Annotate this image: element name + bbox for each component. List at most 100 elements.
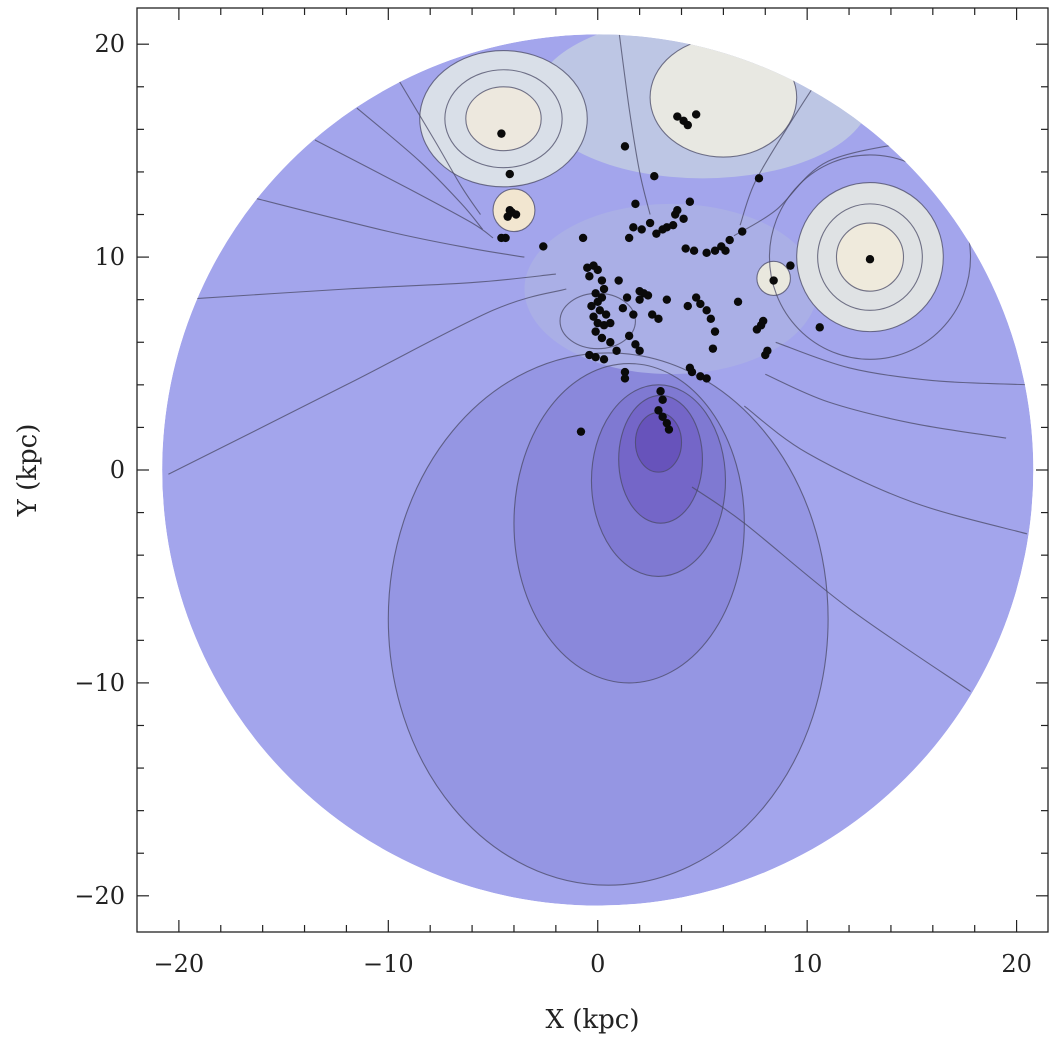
data-point-7	[501, 233, 510, 243]
data-point-5	[503, 212, 512, 221]
data-point-96	[683, 301, 692, 311]
contour-line-8	[765, 373, 1007, 439]
galactic-disk	[162, 34, 1034, 906]
data-point-50	[645, 218, 655, 228]
data-point-88	[708, 344, 718, 353]
data-point-4	[511, 210, 521, 219]
data-point-45	[654, 314, 663, 324]
data-point-59	[631, 199, 640, 209]
data-point-40	[635, 346, 644, 355]
data-point-29	[591, 352, 600, 362]
x-axis-title: X (kpc)	[545, 1005, 639, 1035]
data-point-100	[710, 327, 720, 336]
contour-ring-6	[419, 50, 588, 188]
data-point-90	[658, 395, 667, 404]
contour-ring-2	[590, 384, 727, 578]
y-tick-label: 0	[110, 456, 125, 484]
contour-line-12	[739, 80, 819, 226]
data-point-68	[702, 248, 711, 258]
data-point-9	[578, 233, 588, 243]
contour-line-4	[356, 107, 484, 230]
y-tick-label: 10	[94, 243, 125, 271]
data-point-33	[620, 374, 630, 383]
data-point-60	[620, 142, 630, 151]
data-point-38	[624, 331, 634, 341]
data-point-25	[591, 327, 600, 336]
data-point-56	[679, 214, 688, 223]
data-point-8	[539, 242, 548, 251]
data-point-81	[761, 350, 770, 360]
data-point-66	[681, 244, 690, 253]
data-point-58	[685, 197, 695, 206]
contour-ring-7	[444, 69, 563, 169]
data-point-93	[662, 418, 672, 428]
data-point-0	[497, 129, 506, 138]
data-point-79	[758, 316, 768, 326]
data-point-34	[614, 276, 623, 285]
y-tick-label: −20	[74, 882, 125, 910]
data-point-101	[733, 297, 743, 307]
data-point-85	[687, 367, 697, 377]
contour-fill-9	[465, 86, 542, 151]
data-point-14	[597, 276, 607, 285]
contour-line-9	[691, 486, 971, 692]
data-point-87	[702, 374, 711, 383]
data-point-104	[606, 318, 615, 328]
data-point-98	[702, 306, 711, 315]
data-point-47	[624, 233, 634, 243]
data-point-72	[721, 246, 730, 255]
data-point-22	[589, 312, 598, 321]
data-point-13	[585, 272, 594, 281]
data-point-15	[599, 284, 609, 294]
axis-ticks	[137, 8, 1048, 932]
data-point-20	[595, 306, 605, 315]
data-point-18	[593, 297, 602, 307]
contour-line-1	[178, 273, 556, 301]
contour-ring-15	[756, 260, 791, 296]
contour-rings	[387, 37, 972, 886]
contour-ring-12	[817, 203, 923, 311]
data-point-102	[691, 293, 701, 302]
data-point-12	[593, 265, 602, 275]
contour-line-3	[314, 139, 494, 239]
data-point-36	[618, 303, 628, 313]
data-point-35	[622, 293, 632, 302]
data-point-69	[710, 246, 720, 255]
data-point-91	[654, 406, 663, 415]
contour-line-5	[398, 80, 481, 215]
x-tick-label: −10	[363, 950, 414, 978]
data-point-21	[601, 310, 611, 319]
data-point-61	[650, 171, 659, 181]
data-point-44	[647, 310, 657, 319]
data-points	[497, 110, 875, 436]
data-point-78	[752, 325, 762, 334]
data-point-32	[620, 367, 630, 377]
data-point-62	[673, 112, 682, 121]
data-point-51	[652, 229, 661, 238]
data-point-27	[606, 338, 615, 347]
x-tick-label: −20	[154, 950, 205, 978]
data-point-19	[587, 301, 596, 311]
data-point-92	[658, 412, 667, 421]
data-point-30	[599, 355, 609, 364]
data-point-43	[643, 291, 653, 300]
contour-line-0	[168, 288, 567, 475]
data-point-49	[637, 225, 646, 234]
data-point-83	[865, 255, 875, 264]
contour-ring-11	[796, 182, 944, 333]
data-point-95	[576, 427, 586, 436]
data-point-26	[597, 333, 607, 343]
data-point-71	[725, 235, 734, 245]
data-point-89	[656, 387, 665, 396]
y-axis-title: Y (kpc)	[13, 424, 43, 518]
contour-line-11	[733, 139, 923, 237]
data-point-99	[706, 314, 716, 324]
data-point-94	[664, 425, 674, 434]
contour-line-10	[775, 341, 1030, 386]
contour-ring-8	[465, 86, 542, 152]
data-point-64	[683, 120, 692, 130]
axis-tick-labels: −20 −10 0 10 20 20 10 0 −10 −20	[74, 30, 1032, 978]
y-tick-label: 20	[94, 30, 125, 58]
contour-lines	[168, 34, 1030, 692]
